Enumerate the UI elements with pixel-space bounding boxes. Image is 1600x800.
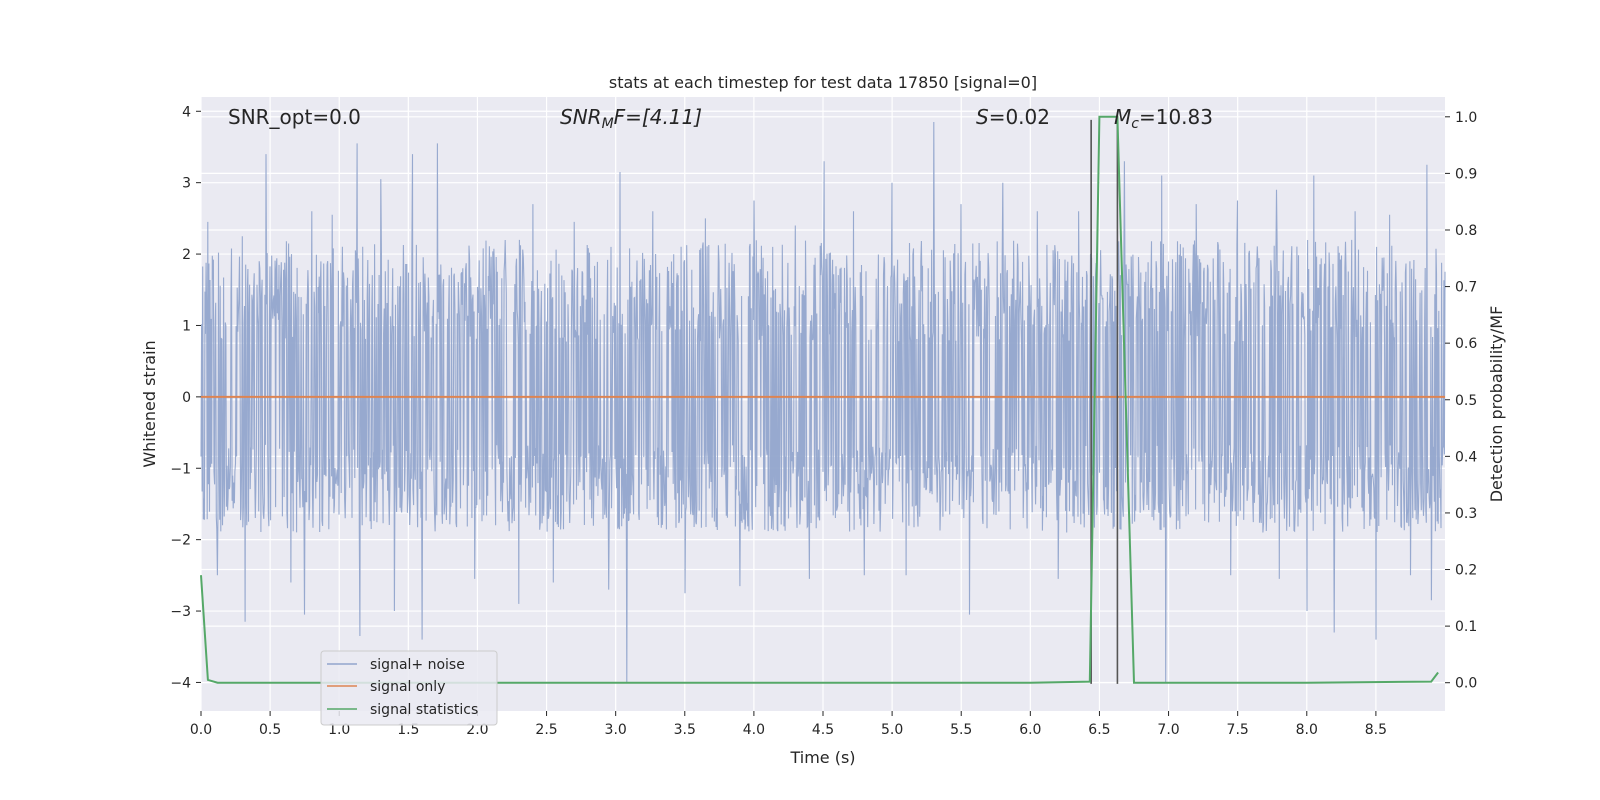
annotation-mc-rest: =10.83	[1139, 105, 1213, 129]
x-tick-label-5: 2.5	[535, 722, 557, 738]
x-tick-label-16: 8.0	[1296, 722, 1318, 738]
y-tick-label-1: 3	[182, 176, 191, 192]
y-tick-label-6: −2	[170, 533, 191, 549]
y-tick-label-0: 4	[182, 104, 191, 120]
x-tick-label-3: 1.5	[397, 722, 419, 738]
right-y-ticks: 1.0 0.9 0.8 0.7 0.6 0.5 0.4 0.3 0.2 0.1 0.0	[1445, 110, 1477, 692]
y-tick-label-4: 0	[182, 390, 191, 406]
x-tick-label-2: 1.0	[328, 722, 350, 738]
y2-tick-label-1: 0.9	[1455, 166, 1477, 182]
x-tick-label-11: 5.5	[950, 722, 972, 738]
y2-tick-label-3: 0.7	[1455, 280, 1477, 296]
y2-tick-label-5: 0.5	[1455, 393, 1477, 409]
x-tick-label-9: 4.5	[812, 722, 834, 738]
signal-statistics-series	[200, 115, 1439, 684]
x-tick-label-1: 0.5	[259, 722, 281, 738]
chart-title: stats at each timestep for test data 178…	[609, 73, 1037, 92]
legend-label-signal-statistics: signal statistics	[370, 702, 478, 718]
legend-box	[320, 650, 498, 726]
y2-tick-label-10: 0.0	[1455, 676, 1477, 692]
y-axis-label: Whitened strain	[140, 340, 159, 467]
y2-tick-label-6: 0.4	[1455, 449, 1477, 465]
annotation-mc-italic: M	[1114, 105, 1131, 129]
signal-noise-line	[200, 121, 1446, 683]
x-axis-label: Time (s)	[789, 748, 855, 767]
x-tick-label-10: 5.0	[881, 722, 903, 738]
annotation-mc: Mc=10.83	[1114, 105, 1213, 132]
x-tick-label-0: 0.0	[190, 722, 212, 738]
y-tick-label-2: 2	[182, 247, 191, 263]
y-tick-label-8: −4	[170, 675, 191, 691]
x-tick-label-4: 2.0	[466, 722, 488, 738]
y2-tick-label-8: 0.2	[1455, 563, 1477, 579]
annotation-s-rest: =0.02	[989, 105, 1050, 129]
annotation-snr-mf-rest: F=[4.11]	[614, 105, 702, 129]
x-tick-label-15: 7.5	[1227, 722, 1249, 738]
annotation-snr-mf-main: SNR	[560, 105, 602, 129]
y-tick-label-3: 1	[182, 318, 191, 334]
x-tick-label-6: 3.0	[605, 722, 627, 738]
annotation-s: S=0.02	[976, 105, 1050, 129]
y2-tick-label-7: 0.3	[1455, 506, 1477, 522]
annotation-snr-mf: SNRMF=[4.11]	[560, 105, 702, 132]
y2-tick-label-4: 0.6	[1455, 336, 1477, 352]
annotation-snr-mf-rest-text: F=[4.11]	[614, 105, 702, 129]
annotation-snr-opt: SNR_opt=0.0	[228, 105, 361, 129]
y-tick-label-7: −3	[170, 604, 191, 620]
x-tick-label-12: 6.0	[1019, 722, 1041, 738]
x-tick-label-13: 6.5	[1088, 722, 1110, 738]
signal-statistics-line	[200, 115, 1439, 684]
legend-label-signal-noise: signal+ noise	[370, 657, 465, 673]
annotation-snr-mf-sub: M	[602, 116, 614, 132]
x-tick-label-14: 7.0	[1157, 722, 1179, 738]
y-tick-label-5: −1	[170, 461, 191, 477]
x-ticks: 0.0 0.5 1.0 1.5 2.0 2.5 3.0 3.5 4.0 4.5 5.0 5.5 6.0 6…	[190, 711, 1387, 738]
annotation-mc-sub: c	[1131, 116, 1139, 132]
x-tick-label-7: 3.5	[674, 722, 696, 738]
legend: signal+ noise signal only signal statist…	[320, 650, 498, 726]
y2-tick-label-0: 1.0	[1455, 110, 1477, 126]
annotation-s-italic: S	[976, 105, 989, 129]
legend-label-signal-only: signal only	[370, 679, 445, 695]
x-tick-label-8: 4.0	[743, 722, 765, 738]
y2-tick-label-9: 0.1	[1455, 619, 1477, 635]
signal-noise-series	[200, 121, 1446, 683]
left-y-ticks: 4 3 2 1 0 −1 −2 −3 −4	[170, 104, 201, 691]
x-tick-label-17: 8.5	[1365, 722, 1387, 738]
y2-axis-label: Detection probability/MF	[1487, 306, 1506, 503]
y2-tick-label-2: 0.8	[1455, 223, 1477, 239]
